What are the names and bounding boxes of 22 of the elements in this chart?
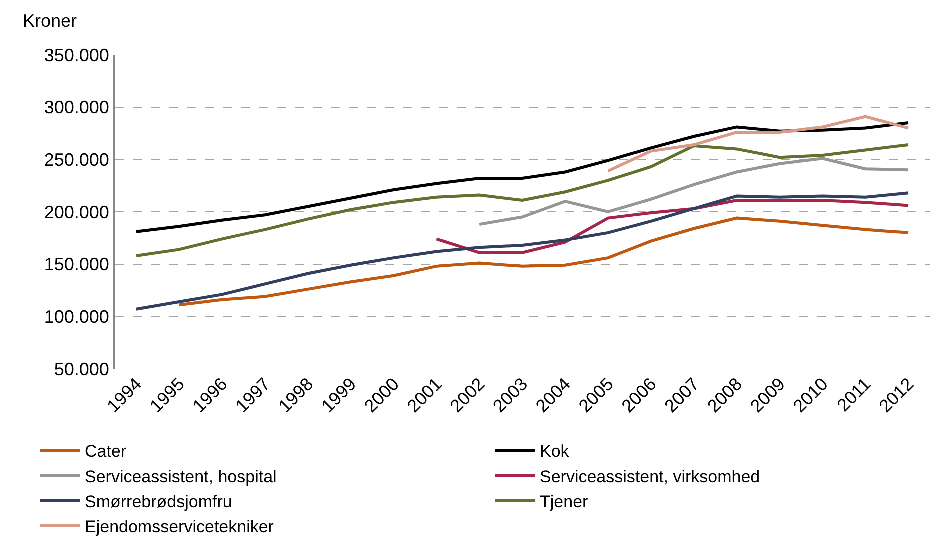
legend-label: Kok — [540, 442, 570, 462]
legend-label: Cater — [85, 442, 127, 462]
legend-label: Serviceassistent, virksomhed — [540, 467, 760, 486]
y-tick-label: 300.000 — [44, 98, 110, 118]
line-series — [134, 192, 910, 311]
line-series — [134, 144, 910, 258]
y-tick-label: 250.000 — [44, 150, 110, 170]
line-series — [134, 122, 910, 234]
y-tick-label: 150.000 — [44, 254, 110, 275]
y-tick-label: 350.000 — [44, 45, 110, 66]
legend-label: Tjener — [540, 492, 589, 512]
line-series — [606, 115, 910, 173]
y-tick-label: 50.000 — [54, 359, 110, 380]
legend-label: Serviceassistent, hospital — [85, 467, 277, 486]
line-series — [178, 216, 910, 307]
y-axis-title: Kroner — [23, 11, 78, 31]
legend-label: Ejendomsservicetekniker — [85, 517, 274, 536]
y-tick-label: 200.000 — [44, 202, 110, 222]
y-tick-label: 100.000 — [44, 306, 110, 327]
legend-label: Smørrebrødsjomfru — [85, 492, 232, 512]
line-series — [478, 157, 910, 226]
line-series — [435, 198, 910, 254]
